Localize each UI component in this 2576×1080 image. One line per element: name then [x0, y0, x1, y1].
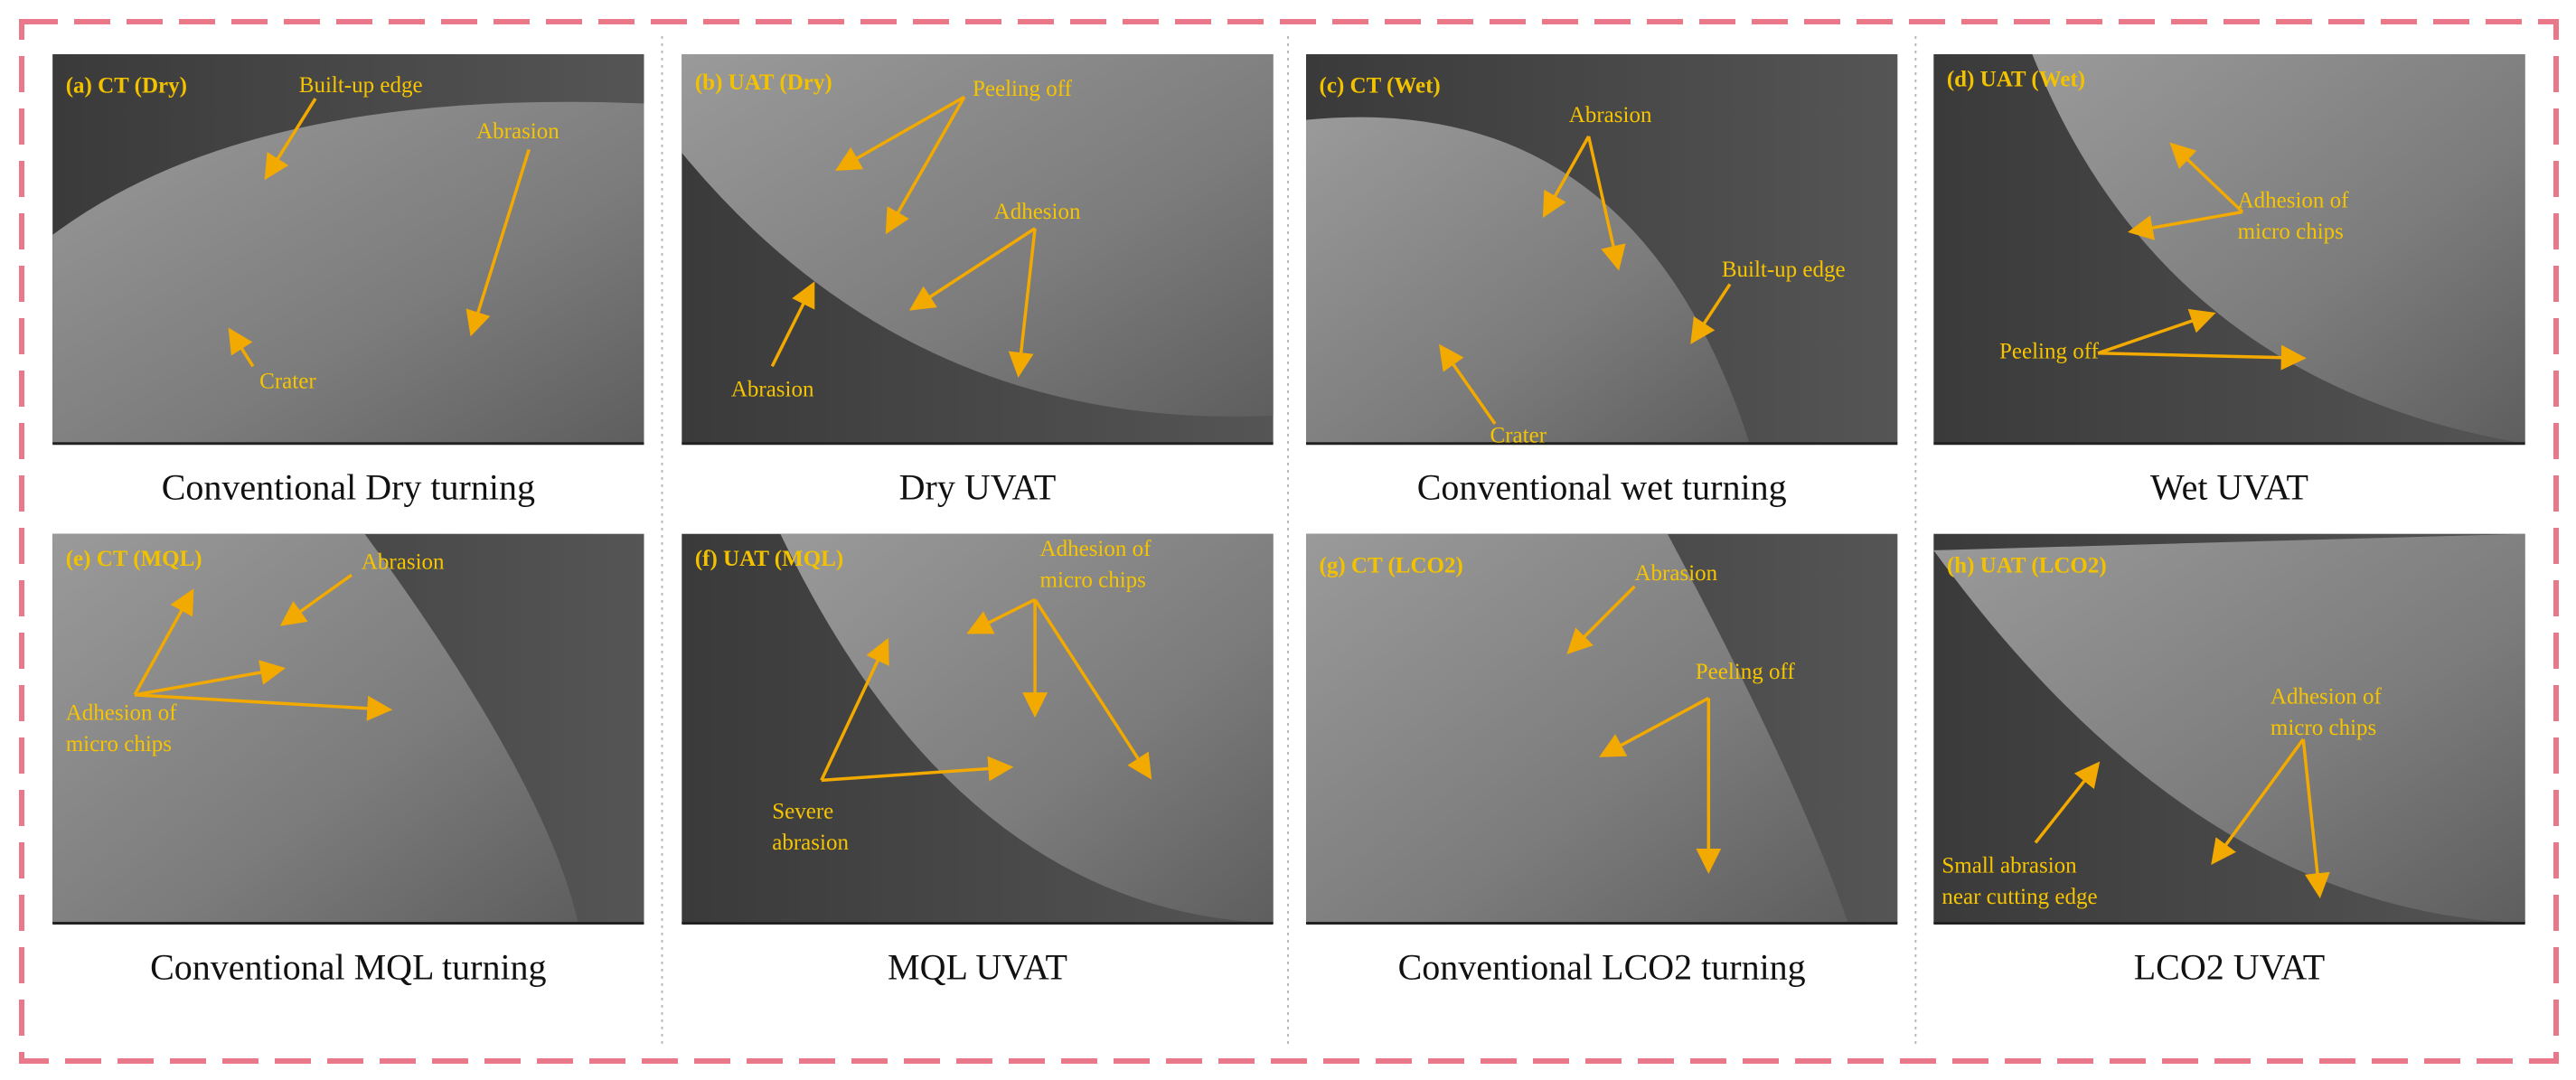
panel: (c) CT (Wet) Abrasion Built-up edge Crater: [1305, 53, 1898, 447]
tool-surface: [2032, 53, 2525, 444]
tool-surface: [682, 53, 1274, 417]
caption: Conventional MQL turning: [150, 946, 546, 987]
annotation: Adhesion of: [2270, 684, 2383, 709]
arrow: [2097, 308, 2216, 355]
arrow: [1008, 228, 1037, 378]
annotation: Small abrasion: [1941, 854, 2077, 878]
arrow: [465, 148, 531, 337]
arrow: [133, 588, 194, 696]
panel: (g) CT (LCO2) Abrasion Peeling off: [1305, 533, 1898, 925]
arrow: [834, 95, 965, 171]
panel-tag: (d) UAT (Wet): [1947, 67, 2085, 91]
tool-surface: [52, 533, 578, 924]
caption: MQL UVAT: [888, 946, 1067, 987]
caption: Conventional wet turning: [1417, 467, 1787, 508]
caption: Dry UVAT: [899, 467, 1057, 508]
arrow: [1690, 283, 1732, 344]
annotation: Crater: [259, 369, 316, 393]
panel-tag: (g) CT (LCO2): [1320, 553, 1463, 578]
annotation: Peeling off: [1696, 660, 1796, 684]
arrow: [2301, 738, 2330, 899]
arrow: [1439, 343, 1497, 425]
arrow: [264, 98, 317, 181]
arrow: [134, 693, 393, 721]
tool-surface: [1305, 117, 1750, 444]
annotation: Crater: [1490, 423, 1547, 447]
arrow: [885, 96, 966, 235]
annotation: Abrasion: [1569, 103, 1652, 127]
panel: (f) UAT (MQL) Adhesion of micro chips Sever…: [682, 533, 1274, 925]
arrow: [228, 327, 255, 368]
annotation: Peeling off: [973, 77, 1073, 101]
arrow: [770, 281, 815, 368]
arrow: [2034, 761, 2101, 844]
arrow: [966, 597, 1036, 634]
annotation: Severe: [772, 800, 833, 824]
arrow: [1542, 136, 1591, 219]
annotation: abrasion: [772, 831, 849, 855]
arrow: [2127, 210, 2243, 240]
panel: (h) UAT (LCO2) Adhesion of micro chips Smal…: [1933, 533, 2525, 925]
caption: LCO2 UVAT: [2134, 946, 2326, 987]
panel-tag: (h) UAT (LCO2): [1947, 553, 2107, 578]
outer-border: [19, 19, 2559, 1064]
arrow: [1586, 136, 1626, 271]
annotation: near cutting edge: [1941, 885, 2097, 909]
tool-surface: [1305, 533, 1848, 924]
arrow: [821, 756, 1014, 783]
arrow: [2211, 737, 2305, 866]
tool-surface: [1933, 533, 2525, 924]
annotation: Adhesion: [994, 200, 1081, 224]
annotation: Adhesion of: [1040, 537, 1152, 561]
annotation: micro chips: [66, 732, 172, 756]
panel-tag: (e) CT (MQL): [66, 547, 202, 571]
arrow: [820, 637, 889, 782]
annotation: Abrasion: [362, 549, 445, 574]
annotation: Built-up edge: [299, 73, 423, 98]
caption: Conventional Dry turning: [162, 467, 535, 508]
panel: (a) CT (Dry) Built-up edge Abrasion Crater: [52, 53, 644, 446]
panel: (e) CT (MQL) Abrasion Adhesion of micro chi…: [52, 533, 644, 925]
arrow: [1566, 585, 1636, 655]
annotation: Peeling off: [1999, 340, 2100, 364]
panel-tag: (f) UAT (MQL): [695, 547, 843, 571]
annotation: Abrasion: [476, 119, 559, 144]
panel: (d) UAT (Wet) Adhesion of micro chips Peeli…: [1933, 53, 2525, 446]
tool-surface: [52, 101, 644, 444]
caption: Wet UVAT: [2150, 467, 2308, 508]
panel-tag: (a) CT (Dry): [66, 74, 187, 99]
annotation: Built-up edge: [1722, 258, 1846, 282]
arrow: [908, 227, 1037, 311]
annotation: micro chips: [2270, 716, 2376, 740]
annotation: Adhesion of: [66, 701, 178, 726]
arrow: [279, 573, 353, 626]
arrow: [134, 660, 287, 697]
arrow: [1033, 598, 1152, 780]
panel-tag: (b) UAT (Dry): [695, 70, 832, 95]
annotation: micro chips: [2238, 220, 2344, 244]
arrow: [2169, 142, 2244, 213]
tool-surface: [780, 533, 1274, 924]
annotation: Abrasion: [1635, 561, 1718, 586]
panel: (b) UAT (Dry) Peeling off Adhesion Abrasion: [682, 53, 1274, 446]
caption: Conventional LCO2 turning: [1398, 946, 1806, 987]
annotation: Adhesion of: [2238, 188, 2350, 212]
annotation: Abrasion: [731, 377, 814, 401]
arrow: [1599, 696, 1710, 757]
arrow: [2098, 344, 2307, 371]
panel-tag: (c) CT (Wet): [1320, 74, 1441, 99]
annotation: micro chips: [1040, 568, 1146, 592]
